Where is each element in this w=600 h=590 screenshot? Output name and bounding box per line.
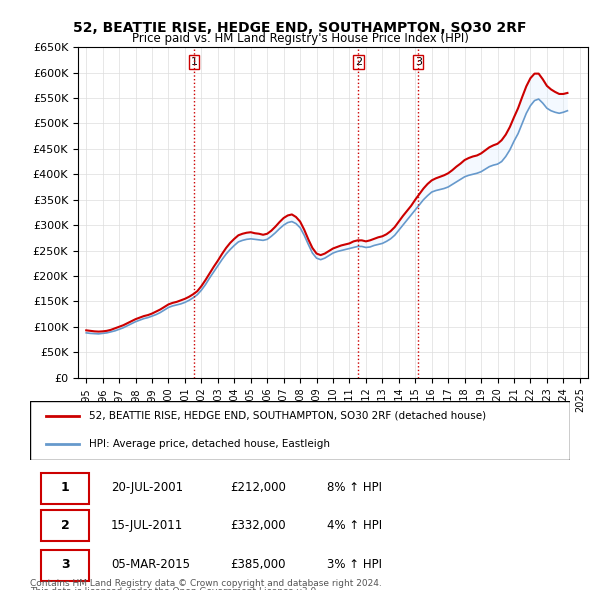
Text: 05-MAR-2015: 05-MAR-2015 [111, 558, 190, 571]
Text: £385,000: £385,000 [230, 558, 286, 571]
Text: 1: 1 [190, 57, 197, 67]
Text: This data is licensed under the Open Government Licence v3.0.: This data is licensed under the Open Gov… [30, 587, 319, 590]
Text: 1: 1 [61, 481, 70, 494]
FancyBboxPatch shape [41, 550, 89, 581]
Text: £332,000: £332,000 [230, 519, 286, 532]
Text: 3: 3 [415, 57, 422, 67]
Text: 3: 3 [61, 558, 70, 571]
FancyBboxPatch shape [41, 473, 89, 504]
Text: £212,000: £212,000 [230, 481, 286, 494]
FancyBboxPatch shape [30, 401, 570, 460]
FancyBboxPatch shape [41, 510, 89, 541]
Text: Price paid vs. HM Land Registry's House Price Index (HPI): Price paid vs. HM Land Registry's House … [131, 32, 469, 45]
Text: Contains HM Land Registry data © Crown copyright and database right 2024.: Contains HM Land Registry data © Crown c… [30, 579, 382, 588]
Text: 15-JUL-2011: 15-JUL-2011 [111, 519, 183, 532]
Text: 52, BEATTIE RISE, HEDGE END, SOUTHAMPTON, SO30 2RF (detached house): 52, BEATTIE RISE, HEDGE END, SOUTHAMPTON… [89, 411, 487, 421]
Text: HPI: Average price, detached house, Eastleigh: HPI: Average price, detached house, East… [89, 439, 331, 448]
Text: 2: 2 [355, 57, 362, 67]
Text: 3% ↑ HPI: 3% ↑ HPI [327, 558, 382, 571]
Text: 52, BEATTIE RISE, HEDGE END, SOUTHAMPTON, SO30 2RF: 52, BEATTIE RISE, HEDGE END, SOUTHAMPTON… [73, 21, 527, 35]
Text: 2: 2 [61, 519, 70, 532]
Text: 8% ↑ HPI: 8% ↑ HPI [327, 481, 382, 494]
Text: 4% ↑ HPI: 4% ↑ HPI [327, 519, 382, 532]
Text: 20-JUL-2001: 20-JUL-2001 [111, 481, 183, 494]
